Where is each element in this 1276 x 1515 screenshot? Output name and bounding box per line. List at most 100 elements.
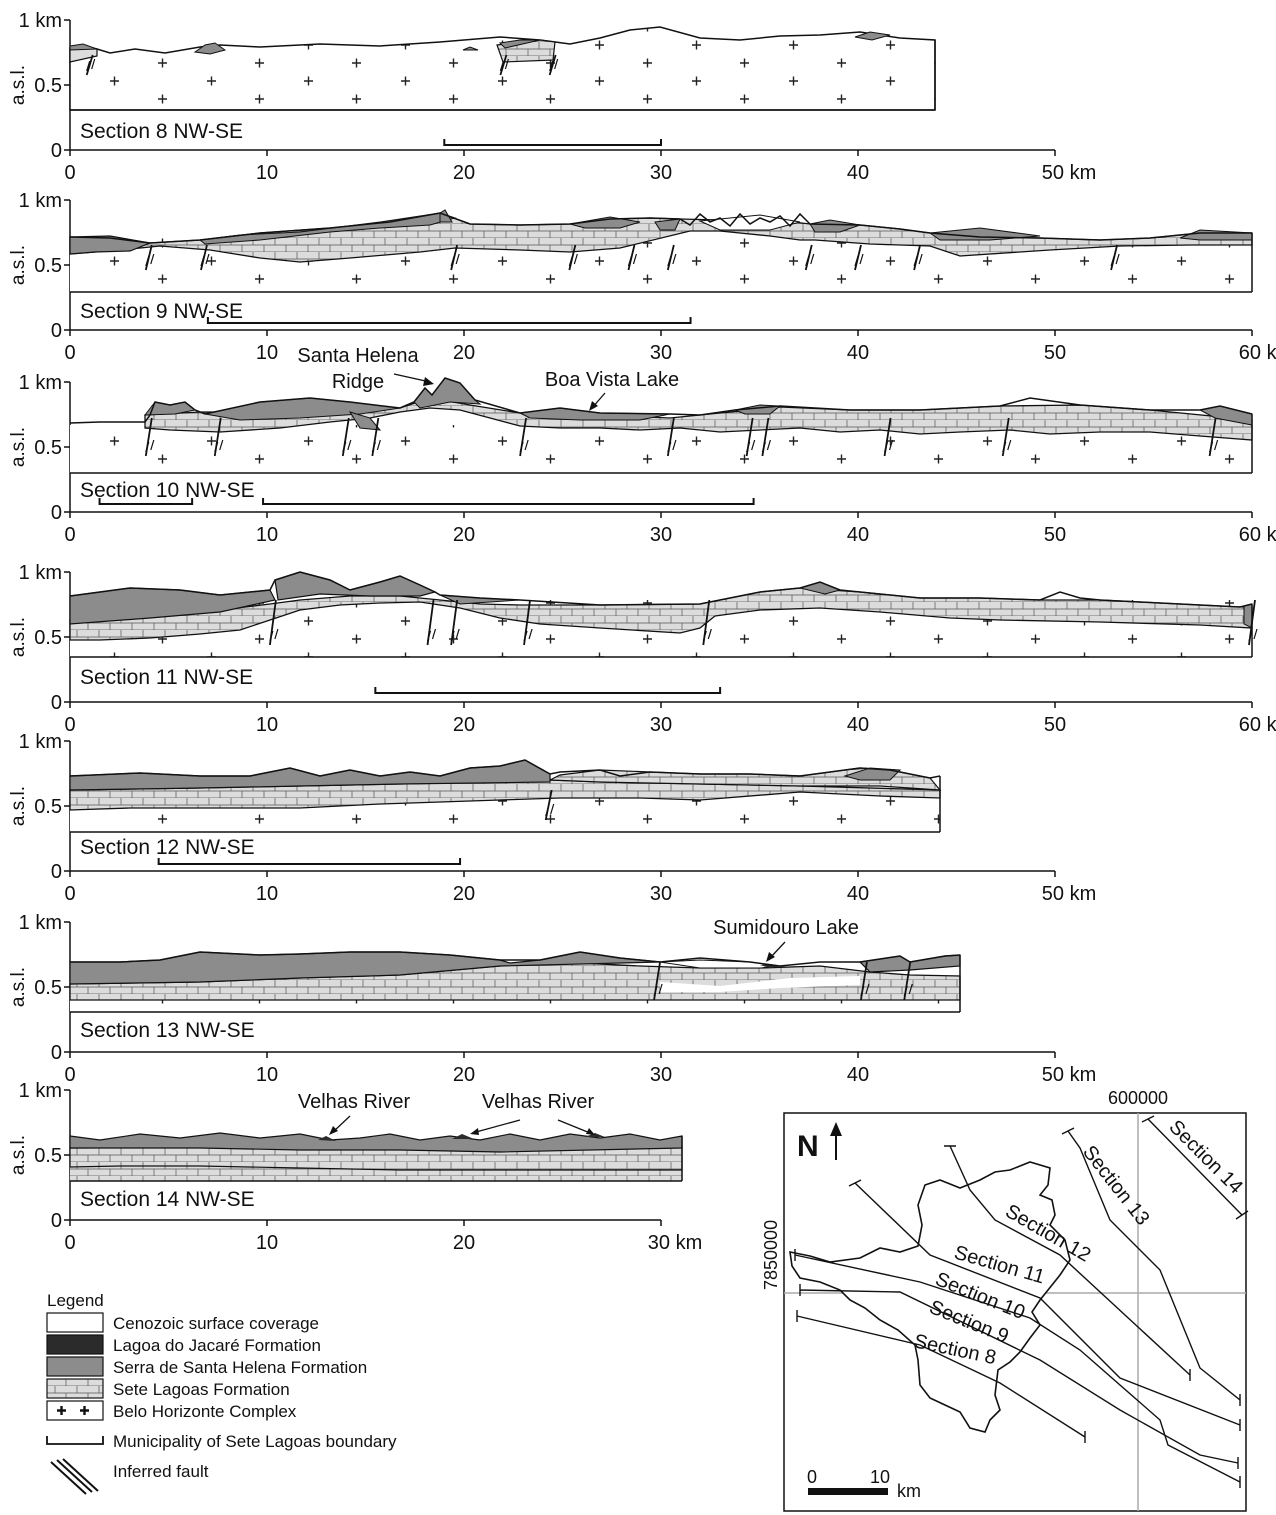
y-axis-label: a.s.l. (8, 967, 29, 1007)
x-tick-label: 30 (650, 342, 672, 364)
section-12-panel: 1 km 0.5 0 a.s.l. Section 12 NW-SE 0 10 20… (8, 731, 1096, 905)
inferred-fault (702, 599, 712, 646)
inferred-fault (450, 599, 460, 646)
x-tick-label: 30 (650, 524, 672, 546)
y-tick-1km: 1 km (19, 731, 62, 753)
municipality-boundary-bracket (262, 498, 755, 505)
x-tick-label: 10 (256, 714, 278, 736)
legend-label-belo: Belo Horizonte Complex (113, 1402, 297, 1421)
x-tick-label: 0 (64, 1064, 75, 1086)
velhas-arrow-2b (557, 1119, 591, 1134)
x-tick-label: 0 (64, 1232, 75, 1254)
legend-sete: Sete Lagoas Formation (46, 1378, 290, 1399)
x-tick-label: 40 (847, 1064, 869, 1086)
map-scale-bar: 0 10 km (807, 1467, 921, 1501)
legend-swatch-cenozoic (46, 1312, 104, 1333)
legend-swatch-lagoa (46, 1334, 104, 1355)
x-tick-label: 40 (847, 714, 869, 736)
x-tick-label: 30 (650, 1064, 672, 1086)
x-tick-label: 0 (64, 524, 75, 546)
y-tick-0: 0 (51, 1042, 62, 1064)
section-10-boundary (98, 498, 755, 505)
municipality-boundary-bracket (157, 858, 462, 865)
legend-boundary: Municipality of Sete Lagoas boundary (46, 1432, 397, 1451)
y-tick-0-5: 0.5 (34, 1145, 62, 1167)
inferred-fault (85, 54, 96, 76)
legend-serra: Serra de Santa Helena Formation (46, 1356, 367, 1377)
y-axis-label: a.s.l. (8, 786, 29, 826)
x-tick-label: 40 (847, 524, 869, 546)
municipality-boundary-bracket (443, 139, 662, 146)
section-11-label: Section 11 NW-SE (80, 666, 253, 689)
inferred-fault (804, 244, 815, 271)
inferred-fault (523, 599, 533, 646)
north-arrow-icon (830, 1122, 842, 1160)
inferred-fault (1110, 244, 1120, 271)
scale-label-km: km (897, 1481, 921, 1501)
x-tick-label: 10 (256, 1232, 278, 1254)
y-axis-label: a.s.l. (8, 617, 29, 657)
sumidouro-lake-label: Sumidouro Lake (713, 917, 859, 939)
inferred-fault (666, 244, 677, 271)
section-12-profile (69, 759, 942, 833)
section-9-profile (69, 209, 1253, 293)
inferred-fault (1208, 417, 1219, 457)
x-tick-label: 10 (256, 883, 278, 905)
inferred-fault (568, 244, 578, 271)
section-9-faults (144, 244, 1120, 271)
inferred-fault (666, 417, 677, 457)
section-12-faults (544, 789, 555, 821)
section-10-panel: 1 km 0.5 0 a.s.l. Section 10 NW-SE Santa… (8, 345, 1276, 546)
x-tick-label: 30 (650, 162, 672, 184)
x-tick-label: 0 (64, 883, 75, 905)
legend-fault: Inferred fault (50, 1458, 209, 1495)
inferred-fault (499, 54, 509, 76)
section-9-panel: 1 km 0.5 0 a.s.l. Section 9 NW-SE 0 10 20 3… (8, 190, 1276, 364)
north-label: N (797, 1130, 819, 1163)
municipality-outline (789, 1161, 1071, 1433)
section-11-boundary (374, 687, 722, 694)
inferred-fault (1001, 417, 1012, 457)
y-tick-0-5: 0.5 (34, 977, 62, 999)
section-14-label: Section 14 NW-SE (80, 1188, 255, 1211)
section-8-faults (85, 54, 559, 76)
section-14-panel: 1 km 0.5 0 a.s.l. Section 14 NW-SE Velha… (8, 1080, 702, 1254)
y-tick-0-5: 0.5 (34, 75, 62, 97)
section-8-label: Section 8 NW-SE (80, 120, 243, 143)
section-11-x-axis: 0 10 20 30 40 50 60 km (64, 701, 1276, 736)
scale-label-0: 0 (807, 1467, 817, 1487)
x-tick-label: 30 (650, 883, 672, 905)
fault-symbol (50, 1458, 99, 1495)
x-tick-label: 30 km (648, 1232, 702, 1254)
y-axis-label: a.s.l. (8, 427, 29, 467)
x-tick-label: 50 (1044, 524, 1066, 546)
y-axis-label: a.s.l. (8, 245, 29, 285)
ridge-label: Ridge (332, 371, 384, 393)
x-tick-label: 20 (453, 714, 475, 736)
x-tick-label: 0 (64, 342, 75, 364)
x-tick-label: 60 km (1239, 524, 1276, 546)
x-tick-label: 10 (256, 342, 278, 364)
section-12-label: Section 12 NW-SE (80, 836, 255, 859)
y-tick-0: 0 (51, 692, 62, 714)
y-tick-0: 0 (51, 861, 62, 883)
x-tick-label: 50 km (1042, 1064, 1096, 1086)
x-tick-label: 0 (64, 162, 75, 184)
legend-title: Legend (47, 1291, 104, 1310)
inferred-fault (544, 789, 555, 821)
x-tick-label: 50 (1044, 342, 1066, 364)
inferred-fault (341, 417, 352, 457)
y-axis-label: a.s.l. (8, 1135, 29, 1175)
inferred-fault (426, 599, 437, 646)
map-section-lines (794, 1115, 1249, 1488)
x-tick-label: 40 (847, 342, 869, 364)
inferred-fault (903, 961, 913, 1001)
section-8-vertical-axis: 1 km 0.5 0 a.s.l. (8, 10, 71, 162)
x-tick-label: 60 km (1239, 342, 1276, 364)
section-13-label: Section 13 NW-SE (80, 1019, 255, 1042)
section-8-panel: 1 km 0.5 0 a.s.l. Section 8 NW-SE 0 10 20 3… (8, 10, 1096, 184)
inferred-fault (144, 417, 155, 457)
x-tick-label: 10 (256, 524, 278, 546)
inferred-fault (653, 961, 663, 1001)
section-12-boundary (157, 858, 462, 865)
